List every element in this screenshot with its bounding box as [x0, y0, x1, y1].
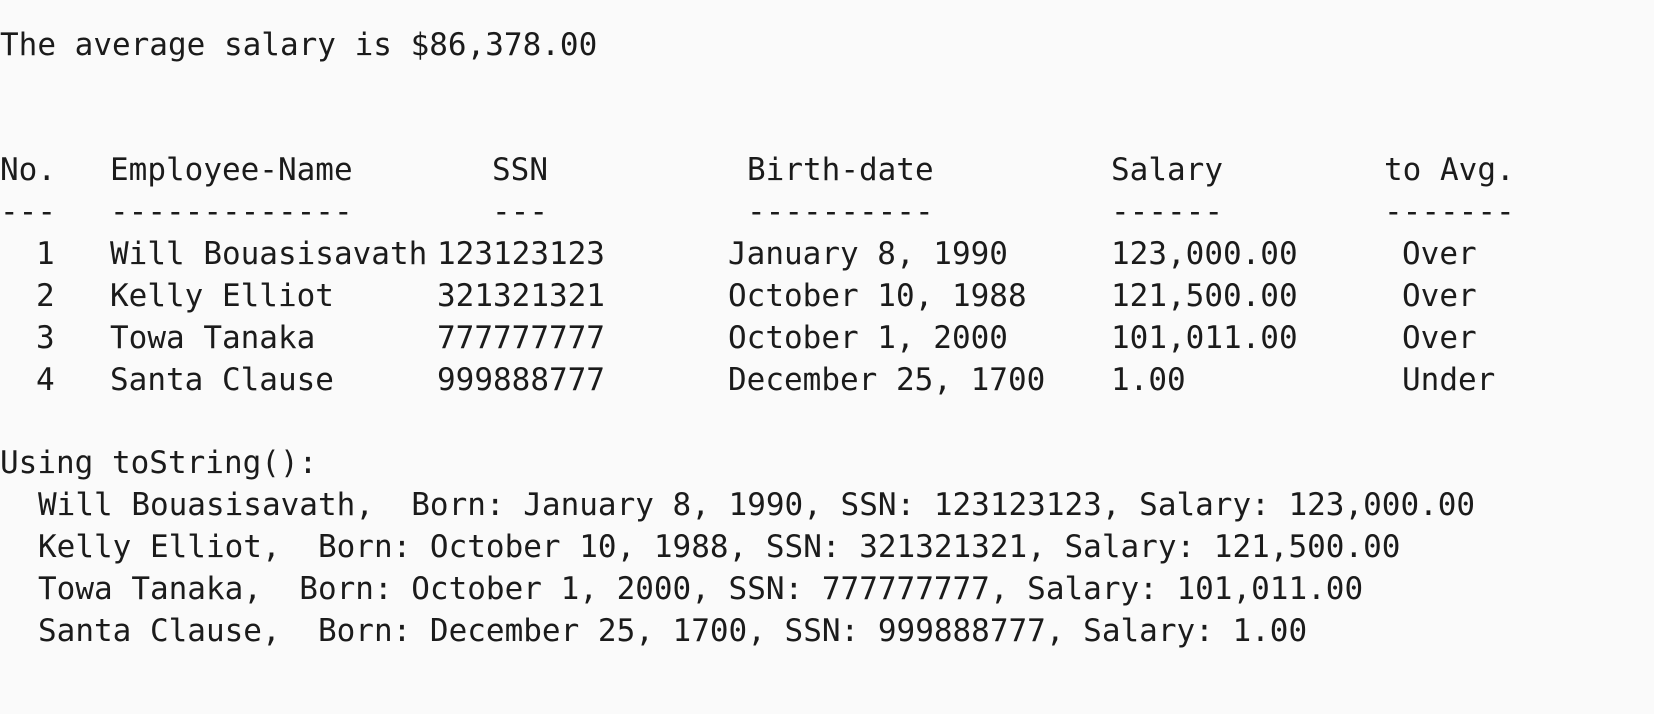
- row-birth-date: December 25, 1700: [728, 362, 1046, 398]
- table-row: 4 Santa Clause 999888777 December 25, 17…: [0, 358, 1654, 402]
- average-salary-line: The average salary is $86,378.00: [0, 27, 598, 63]
- table-header-row: No. Employee-Name SSN Birth-date Salary …: [0, 148, 1654, 192]
- header-ssn: SSN: [492, 152, 548, 188]
- row-salary: 101,011.00: [1111, 320, 1298, 356]
- tostring-line: Towa Tanaka, Born: October 1, 2000, SSN:…: [38, 571, 1364, 607]
- row-ssn: 123123123: [437, 236, 605, 272]
- row-name: Towa Tanaka: [110, 320, 316, 356]
- row-salary: 121,500.00: [1111, 278, 1298, 314]
- row-ssn: 321321321: [437, 278, 605, 314]
- row-name: Santa Clause: [110, 362, 334, 398]
- row-to-avg: Over: [1402, 236, 1477, 272]
- table-row: 2 Kelly Elliot 321321321 October 10, 198…: [0, 274, 1654, 318]
- row-no: 2: [36, 278, 55, 314]
- header-employee-name: Employee-Name: [110, 152, 353, 188]
- row-to-avg: Over: [1402, 278, 1477, 314]
- row-no: 1: [36, 236, 55, 272]
- row-name: Will Bouasisavath: [110, 236, 428, 272]
- header-no: No.: [0, 152, 56, 188]
- tostring-line: Santa Clause, Born: December 25, 1700, S…: [38, 613, 1308, 649]
- row-birth-date: January 8, 1990: [728, 236, 1008, 272]
- header-to-avg: to Avg.: [1384, 152, 1515, 188]
- table-row: 3 Towa Tanaka 777777777 October 1, 2000 …: [0, 316, 1654, 360]
- row-salary: 123,000.00: [1111, 236, 1298, 272]
- separator-ssn: ---: [492, 194, 548, 230]
- row-salary: 1.00: [1111, 362, 1186, 398]
- separator-employee-name: -------------: [110, 194, 353, 230]
- tostring-line: Kelly Elliot, Born: October 10, 1988, SS…: [38, 529, 1401, 565]
- separator-salary: ------: [1111, 194, 1223, 230]
- tostring-line: Will Bouasisavath, Born: January 8, 1990…: [38, 487, 1476, 523]
- row-no: 4: [36, 362, 55, 398]
- separator-birth-date: ----------: [747, 194, 934, 230]
- table-separator-row: --- ------------- --- ---------- ------ …: [0, 190, 1654, 234]
- row-ssn: 777777777: [437, 320, 605, 356]
- row-to-avg: Under: [1402, 362, 1496, 398]
- tostring-heading: Using toString():: [0, 445, 318, 481]
- row-to-avg: Over: [1402, 320, 1477, 356]
- row-birth-date: October 1, 2000: [728, 320, 1008, 356]
- row-name: Kelly Elliot: [110, 278, 334, 314]
- header-birth-date: Birth-date: [747, 152, 934, 188]
- table-row: 1 Will Bouasisavath 123123123 January 8,…: [0, 232, 1654, 276]
- row-no: 3: [36, 320, 55, 356]
- row-birth-date: October 10, 1988: [728, 278, 1027, 314]
- header-salary: Salary: [1111, 152, 1223, 188]
- separator-no: ---: [0, 194, 56, 230]
- row-ssn: 999888777: [437, 362, 605, 398]
- separator-to-avg: -------: [1384, 194, 1515, 230]
